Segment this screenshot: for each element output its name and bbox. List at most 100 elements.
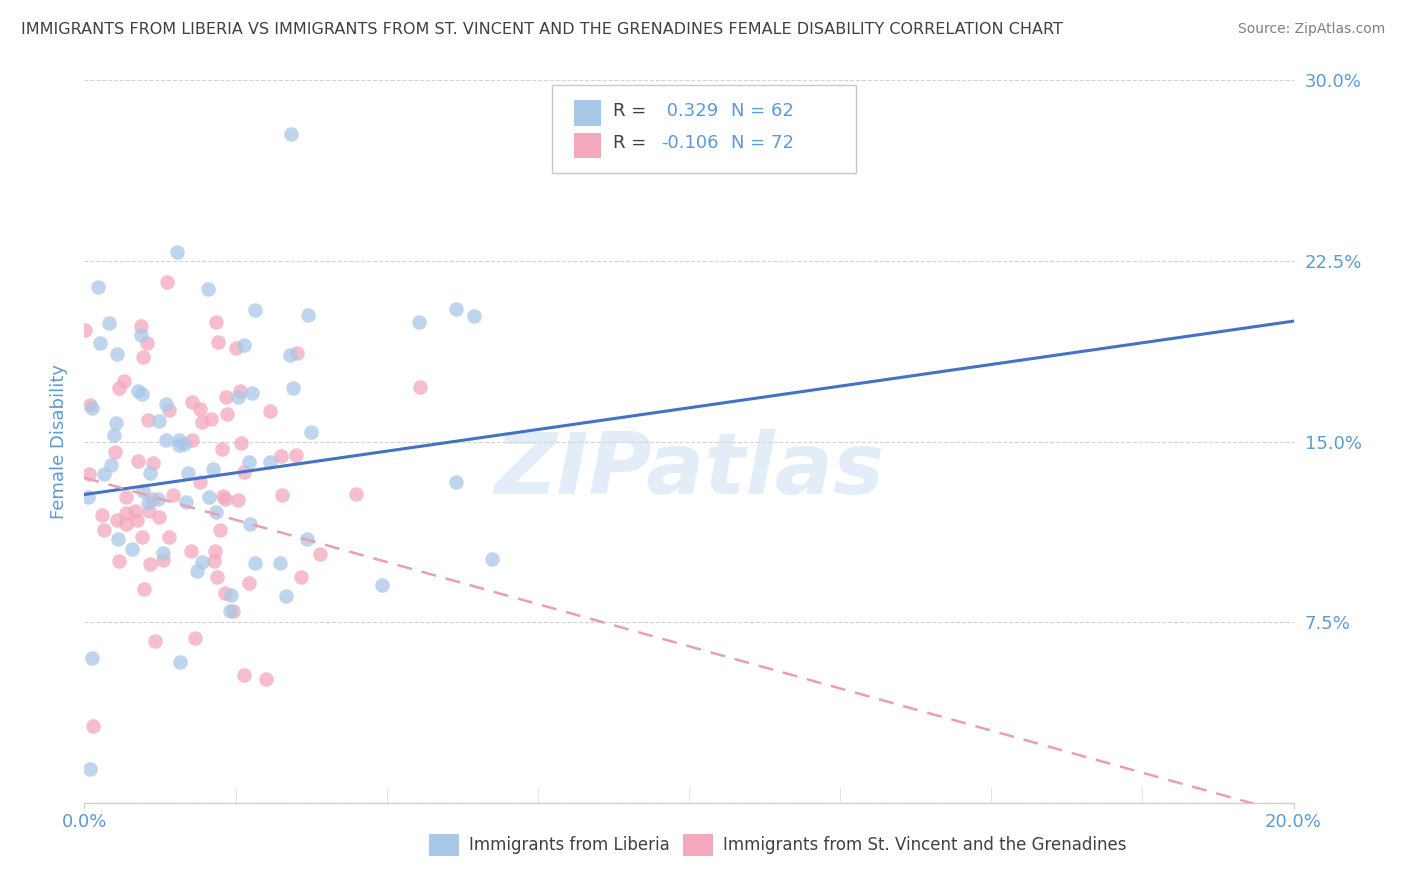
Point: [104, 444, 127, 458]
Point: [167, 437, 190, 451]
Point: [284, 448, 307, 462]
Text: 0.329: 0.329: [661, 102, 718, 120]
Point: [112, 374, 135, 388]
Point: [82, 719, 104, 733]
Point: [243, 556, 266, 570]
Point: [214, 491, 236, 506]
Point: [131, 387, 153, 401]
Point: [91, 508, 114, 522]
Point: [186, 564, 208, 578]
Point: [143, 634, 166, 648]
Text: N = 62: N = 62: [731, 102, 794, 120]
Point: [197, 281, 219, 295]
Point: [254, 672, 277, 686]
Point: [176, 466, 198, 480]
Point: [202, 553, 225, 567]
Point: [131, 350, 153, 364]
Bar: [574, 133, 600, 158]
Point: [148, 509, 170, 524]
Point: [371, 577, 394, 591]
Point: [215, 407, 238, 421]
Point: [77, 491, 100, 505]
Point: [229, 384, 252, 398]
Point: [132, 483, 155, 498]
Point: [173, 437, 195, 451]
Point: [134, 582, 156, 596]
Point: [207, 335, 229, 350]
Text: ZIPatlas: ZIPatlas: [494, 429, 884, 512]
Bar: [574, 100, 600, 126]
Point: [222, 604, 245, 618]
Point: [136, 412, 159, 426]
Point: [299, 425, 322, 440]
Point: [115, 506, 138, 520]
Text: IMMIGRANTS FROM LIBERIA VS IMMIGRANTS FROM ST. VINCENT AND THE GRENADINES FEMALE: IMMIGRANTS FROM LIBERIA VS IMMIGRANTS FR…: [21, 22, 1063, 37]
Point: [127, 454, 149, 468]
Point: [148, 492, 170, 507]
Point: [167, 433, 190, 447]
Point: [238, 575, 260, 590]
Point: [198, 490, 221, 504]
Point: [200, 412, 222, 426]
Point: [166, 244, 188, 259]
Point: [259, 455, 281, 469]
Point: [233, 338, 256, 352]
Point: [157, 530, 180, 544]
Point: [226, 493, 249, 508]
Point: [463, 309, 485, 323]
Point: [481, 551, 503, 566]
Point: [225, 341, 247, 355]
Text: N = 72: N = 72: [731, 134, 794, 153]
Point: [115, 517, 138, 532]
Point: [344, 486, 367, 500]
Point: [181, 433, 204, 447]
Point: [205, 505, 228, 519]
Point: [211, 489, 233, 503]
Point: [105, 513, 128, 527]
Point: [136, 496, 159, 510]
Point: [259, 404, 281, 418]
Point: [180, 544, 202, 558]
Text: Immigrants from St. Vincent and the Grenadines: Immigrants from St. Vincent and the Gren…: [723, 836, 1126, 854]
Point: [233, 465, 256, 479]
Point: [408, 315, 430, 329]
Text: R =: R =: [613, 102, 652, 120]
Point: [190, 415, 212, 429]
Point: [157, 403, 180, 417]
Point: [190, 475, 212, 489]
Point: [214, 390, 236, 404]
FancyBboxPatch shape: [553, 86, 856, 173]
Point: [184, 631, 207, 645]
Point: [281, 381, 304, 395]
Point: [285, 346, 308, 360]
Bar: [683, 834, 713, 855]
Point: [156, 275, 179, 289]
Point: [162, 488, 184, 502]
Point: [180, 395, 202, 409]
Point: [82, 401, 104, 416]
Point: [79, 398, 101, 412]
Point: [131, 530, 153, 544]
Point: [93, 467, 115, 481]
Point: [169, 656, 191, 670]
Point: [297, 532, 319, 546]
Point: [105, 416, 128, 430]
Point: [239, 517, 262, 532]
Point: [89, 336, 111, 351]
Point: [269, 556, 291, 570]
Point: [280, 127, 302, 141]
Point: [211, 442, 233, 456]
Point: [103, 428, 125, 442]
Point: [297, 309, 319, 323]
Point: [191, 555, 214, 569]
Point: [238, 455, 260, 469]
Point: [190, 401, 212, 416]
Point: [73, 323, 96, 337]
Point: [124, 504, 146, 518]
Point: [100, 458, 122, 473]
Text: Immigrants from Liberia: Immigrants from Liberia: [468, 836, 669, 854]
Point: [155, 396, 177, 410]
Point: [87, 279, 110, 293]
Point: [231, 436, 253, 450]
Point: [107, 532, 129, 546]
